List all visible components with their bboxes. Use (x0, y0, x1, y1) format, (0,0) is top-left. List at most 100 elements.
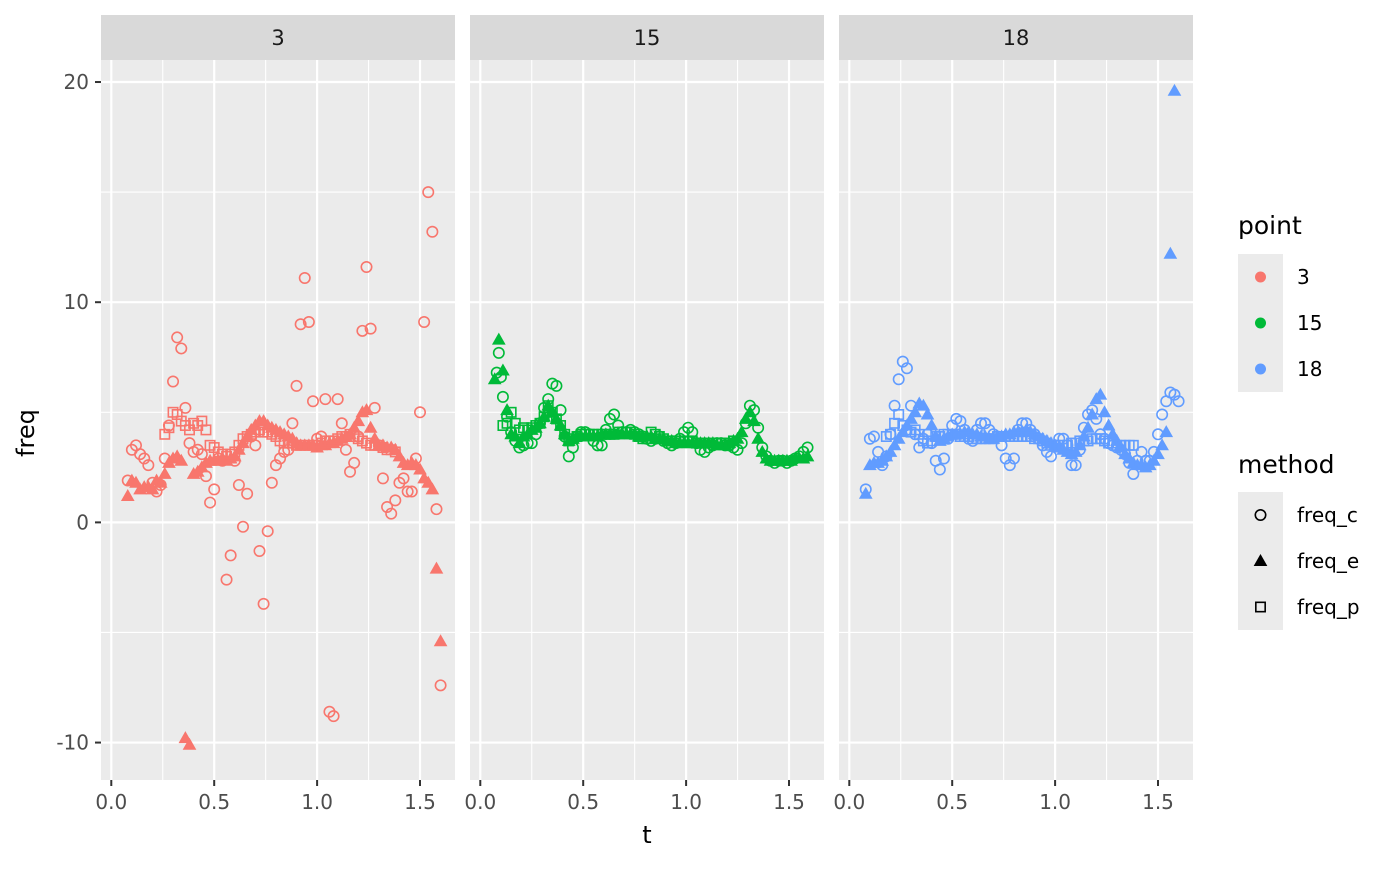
data-point (883, 444, 898, 457)
data-point (738, 411, 753, 424)
data-point (138, 452, 151, 465)
legend-point-label: 18 (1297, 357, 1322, 381)
data-point (145, 482, 160, 495)
data-point (747, 414, 761, 427)
data-point (364, 322, 377, 335)
data-point (887, 438, 902, 451)
data-point (505, 406, 517, 418)
data-point (434, 679, 447, 692)
data-point (224, 549, 237, 562)
data-point (751, 431, 765, 444)
data-point (908, 405, 922, 418)
data-point (1003, 459, 1016, 472)
data-point (376, 472, 389, 485)
data-point (867, 430, 880, 443)
panel-background (101, 60, 455, 780)
data-point (306, 395, 319, 408)
data-point (893, 409, 905, 420)
x-tick-label: 0.5 (198, 790, 230, 814)
facet-strip-label: 3 (271, 26, 284, 50)
data-point (265, 476, 278, 489)
data-point (232, 478, 245, 491)
legend-method-swatch (1253, 554, 1268, 566)
data-point (1068, 444, 1083, 457)
legend-point-swatch (1255, 271, 1266, 283)
data-point (257, 597, 270, 610)
data-point (1151, 447, 1165, 460)
data-point (389, 446, 401, 458)
x-tick-label: 1.0 (1039, 790, 1071, 814)
series-freq_p (497, 400, 739, 449)
facet-strip (839, 15, 1193, 60)
data-point (727, 435, 739, 447)
data-point (425, 482, 440, 495)
data-point (496, 363, 510, 376)
data-point (405, 485, 418, 498)
data-point (360, 260, 373, 273)
data-point (294, 318, 307, 331)
data-point (208, 483, 221, 496)
data-point (1156, 408, 1169, 421)
series-freq_p (159, 406, 401, 462)
data-point (892, 373, 905, 386)
legend-point-title: point (1238, 211, 1302, 240)
data-point (937, 452, 950, 465)
data-point (302, 316, 315, 329)
data-point (335, 417, 348, 430)
data-point (1159, 425, 1174, 438)
data-point (174, 453, 189, 466)
x-tick-label: 1.5 (404, 790, 436, 814)
x-tick-label: 1.5 (773, 790, 805, 814)
data-point (327, 710, 340, 723)
panel-background (839, 60, 1193, 780)
data-point (916, 398, 931, 411)
facet-panels: 3 0.0 0.5 1.0 1.5 15 0.0 0.5 1.0 1.5 18 0.0 0.5 1.0 1.… (95, 15, 1193, 814)
legend-method-label: freq_c (1297, 503, 1358, 527)
y-axis: -10 0 10 20 (56, 70, 101, 755)
legend-method-label: freq_e (1297, 549, 1359, 573)
data-point (734, 425, 749, 438)
data-point (487, 372, 502, 385)
data-point (413, 462, 427, 475)
data-point (884, 428, 896, 440)
data-point (422, 186, 435, 199)
data-point (163, 422, 175, 434)
data-point (356, 324, 369, 337)
data-point (269, 459, 282, 472)
data-point (167, 375, 180, 388)
data-point (924, 418, 939, 431)
data-point (253, 545, 266, 558)
legend-point-swatch (1255, 317, 1266, 329)
data-point (896, 355, 909, 368)
data-point (920, 407, 935, 420)
data-point (274, 452, 287, 465)
data-point (1081, 420, 1095, 433)
data-point (501, 417, 513, 429)
facet-panel-18: 18 0.0 0.5 1.0 1.5 (833, 15, 1193, 814)
data-point (298, 271, 311, 284)
data-point (418, 316, 431, 329)
data-point (429, 561, 444, 574)
data-point (385, 507, 398, 520)
series-freq_p (880, 409, 1139, 451)
data-point (426, 225, 439, 238)
data-point (900, 362, 913, 375)
data-point (261, 525, 274, 538)
data-point (1101, 418, 1116, 431)
data-point (512, 436, 527, 449)
data-point (743, 405, 757, 418)
data-point (496, 390, 509, 403)
data-point (1093, 387, 1108, 400)
data-point (200, 424, 212, 436)
y-tick-label: 20 (64, 70, 89, 94)
y-tick-label: 0 (76, 510, 89, 534)
legend-method-label: freq_p (1297, 595, 1360, 619)
data-point (492, 346, 505, 359)
data-point (171, 331, 184, 344)
data-point (348, 456, 361, 469)
data-point (401, 485, 414, 498)
data-point (381, 500, 394, 513)
y-axis-title: freq (12, 409, 40, 457)
panel-background (470, 60, 824, 780)
data-point (1007, 452, 1020, 465)
